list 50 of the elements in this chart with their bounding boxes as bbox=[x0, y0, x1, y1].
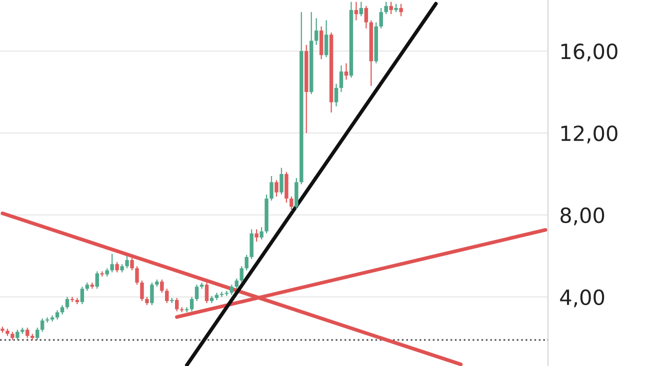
candlestick bbox=[150, 282, 154, 306]
candlestick bbox=[165, 288, 169, 304]
candlestick bbox=[384, 1, 388, 15]
candlestick bbox=[174, 297, 179, 312]
candlestick bbox=[354, 1, 358, 21]
candlestick bbox=[130, 257, 134, 271]
candlestick bbox=[254, 228, 258, 242]
candlestick bbox=[160, 278, 164, 294]
candlestick bbox=[344, 62, 348, 80]
candlestick bbox=[359, 1, 364, 17]
candlestick bbox=[70, 296, 74, 303]
candlestick bbox=[40, 318, 44, 332]
candlestick bbox=[110, 253, 114, 273]
candlestick bbox=[230, 284, 234, 296]
candlestick bbox=[115, 262, 119, 273]
candlestick bbox=[234, 278, 239, 290]
candlestick bbox=[399, 3, 403, 17]
candlestick bbox=[140, 280, 144, 302]
candlestick bbox=[240, 266, 244, 284]
candlestick bbox=[334, 83, 338, 107]
y-tick-label: 8,00 bbox=[560, 207, 604, 226]
y-tick-label: 12,00 bbox=[561, 125, 618, 144]
candlestick bbox=[339, 64, 344, 93]
candlestick bbox=[60, 304, 64, 315]
candlestick bbox=[314, 18, 318, 46]
candlestick bbox=[80, 286, 84, 305]
candlestick bbox=[26, 327, 30, 338]
candlestick bbox=[35, 327, 40, 341]
y-tick-label: 16,00 bbox=[561, 43, 618, 62]
candlestick bbox=[324, 20, 328, 58]
candlestick bbox=[389, 1, 393, 15]
candlestick bbox=[280, 167, 284, 196]
candlestick bbox=[125, 255, 129, 269]
candlestick bbox=[190, 296, 194, 312]
candlestick bbox=[379, 7, 383, 30]
candlestick bbox=[135, 266, 139, 286]
candlestick bbox=[194, 284, 199, 302]
candlestick bbox=[16, 329, 20, 341]
candlestick bbox=[270, 175, 274, 202]
candlestick bbox=[204, 282, 209, 304]
y-tick-label: 4,00 bbox=[560, 289, 604, 308]
candlestick bbox=[244, 254, 248, 271]
candlestick bbox=[274, 180, 278, 198]
candlestick bbox=[55, 310, 60, 320]
candlestick bbox=[290, 196, 294, 212]
candlestick bbox=[65, 296, 70, 310]
candlestick bbox=[250, 228, 254, 260]
candlestick bbox=[364, 5, 368, 30]
candlestick bbox=[260, 226, 264, 240]
candlestick bbox=[95, 270, 100, 290]
